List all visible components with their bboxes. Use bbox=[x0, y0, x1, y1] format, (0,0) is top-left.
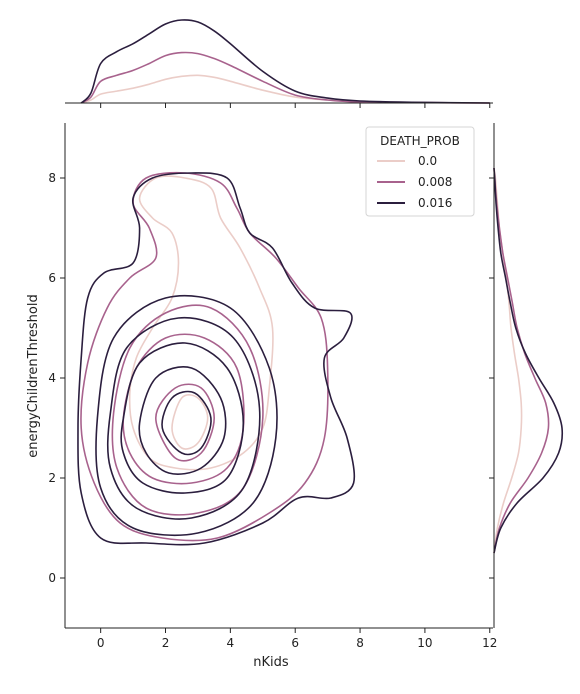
contour-0.008-level-3 bbox=[111, 304, 264, 516]
y-axis-label: energyChildrenThreshold bbox=[26, 294, 41, 457]
y-marginal-curve-0.008 bbox=[493, 167, 550, 554]
x-tick-label-12: 12 bbox=[482, 636, 497, 650]
y-marginal-curve-0.016 bbox=[493, 167, 564, 554]
legend-label-0.0: 0.0 bbox=[418, 154, 437, 168]
y-tick-label-8: 8 bbox=[48, 171, 56, 185]
legend-label-0.008: 0.008 bbox=[418, 175, 452, 189]
contour-0.016-level-1 bbox=[161, 390, 212, 456]
legend-frame bbox=[365, 126, 475, 217]
legend-title: DEATH_PROB bbox=[380, 134, 460, 148]
y-tick-label-6: 6 bbox=[48, 271, 56, 285]
contour-0.0-level-1 bbox=[171, 394, 209, 450]
contour-0.016-level-4 bbox=[106, 316, 261, 520]
x-tick-label-2: 2 bbox=[162, 636, 170, 650]
x-tick-label-4: 4 bbox=[227, 636, 235, 650]
contour-0.016-level-3 bbox=[120, 342, 245, 494]
x-tick-label-6: 6 bbox=[291, 636, 299, 650]
y-marginal-plot bbox=[493, 167, 564, 554]
axes: 0 2 4 6 8 10 12 0 2 4 6 8 bbox=[48, 102, 497, 650]
y-tick-label-0: 0 bbox=[48, 571, 56, 585]
x-tick-label-10: 10 bbox=[417, 636, 432, 650]
x-marginal-plot bbox=[80, 19, 490, 104]
contour-0.008-level-1 bbox=[154, 383, 216, 462]
x-marginal-curve-0.008 bbox=[80, 51, 490, 104]
x-tick-label-0: 0 bbox=[97, 636, 105, 650]
contour-0.016-level-2 bbox=[138, 366, 227, 475]
x-marginal-curve-0.0 bbox=[80, 74, 490, 104]
contour-0.008-level-4 bbox=[80, 171, 329, 542]
x-tick-label-8: 8 bbox=[356, 636, 364, 650]
x-marginal-curve-0.016 bbox=[80, 19, 490, 104]
legend: DEATH_PROB 0.0 0.008 0.016 bbox=[365, 126, 475, 217]
contour-area bbox=[77, 171, 356, 546]
legend-entries: 0.0 0.008 0.016 bbox=[377, 154, 452, 210]
contour-0.0-level-2 bbox=[128, 175, 274, 471]
legend-label-0.016: 0.016 bbox=[418, 196, 452, 210]
contour-0.016-level-5 bbox=[95, 294, 278, 537]
contour-0.016-level-6 bbox=[77, 172, 356, 546]
y-tick-label-4: 4 bbox=[48, 371, 56, 385]
x-axis-label: nKids bbox=[253, 655, 289, 670]
y-tick-label-2: 2 bbox=[48, 471, 56, 485]
